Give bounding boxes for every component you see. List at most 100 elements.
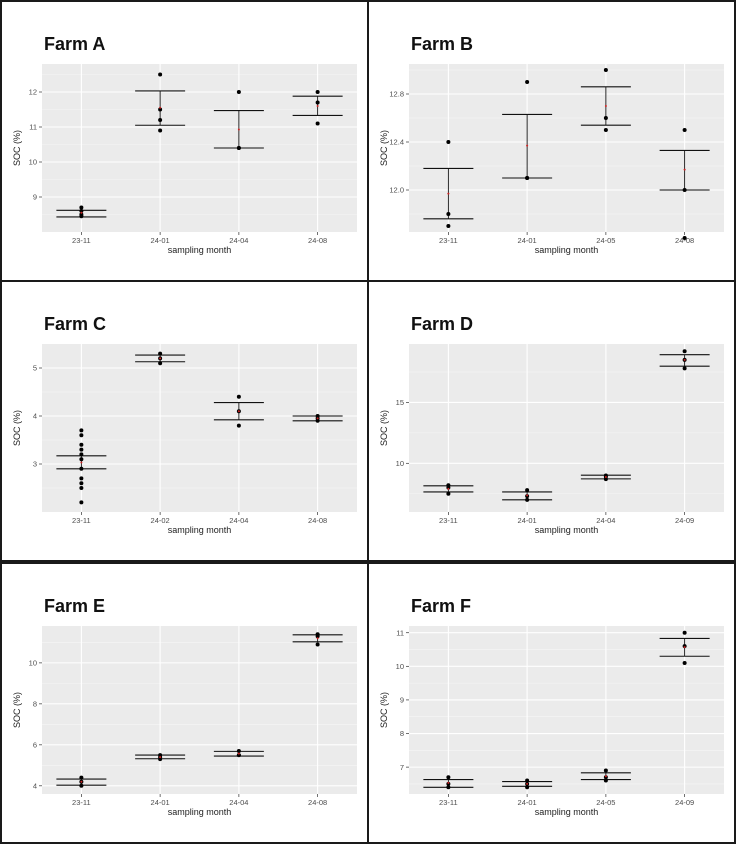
data-point <box>525 80 530 84</box>
data-point <box>603 477 608 482</box>
chart-panel: Farm B 12.0 12.4 12.8 23-11 24-01 24-05 24-08 sa… <box>367 0 736 282</box>
mean-point <box>316 637 319 640</box>
data-point <box>446 212 451 216</box>
x-tick-label: 23-11 <box>72 516 91 525</box>
data-point <box>236 90 241 94</box>
data-point <box>79 209 84 213</box>
mean-point <box>316 105 319 107</box>
data-point <box>682 128 687 132</box>
y-tick-label: 6 <box>33 741 37 750</box>
data-point <box>236 748 241 753</box>
data-point <box>525 778 530 783</box>
x-tick-label: 24-01 <box>518 516 537 525</box>
chart-svg: Farm E 4 6 8 10 23-11 24-01 24-04 24-08 sampling … <box>12 596 357 817</box>
data-point <box>158 757 163 762</box>
data-point <box>315 418 320 423</box>
mean-point <box>316 417 319 420</box>
mean-point <box>159 106 162 109</box>
data-point <box>236 394 241 399</box>
x-tick-label: 24-05 <box>596 236 615 245</box>
x-tick-label: 23-11 <box>439 516 458 525</box>
data-point <box>158 72 163 77</box>
data-point <box>236 753 241 758</box>
y-axis-label: SOC (%) <box>379 692 389 728</box>
chart-panel: Farm F 7 8 9 10 11 23-11 24-01 24-05 24-09 samplin… <box>367 562 736 844</box>
y-tick-label: 4 <box>33 782 37 791</box>
plot-background <box>42 344 357 512</box>
x-axis-label: sampling month <box>535 807 599 817</box>
mean-point <box>80 461 83 464</box>
data-point <box>446 781 451 786</box>
mean-point <box>526 494 529 497</box>
data-point <box>525 497 530 502</box>
data-point <box>315 642 320 647</box>
data-point <box>158 361 163 366</box>
mean-point <box>683 168 686 171</box>
data-point <box>158 118 163 122</box>
data-point <box>682 630 687 635</box>
data-point <box>158 128 163 133</box>
data-point <box>236 423 241 428</box>
chart-panel: Farm A 9 10 11 12 23-11 24-01 24-04 24-08 samplin… <box>0 0 369 282</box>
y-tick-label: 7 <box>400 763 404 772</box>
y-axis-label: SOC (%) <box>12 130 22 166</box>
data-point <box>603 775 608 780</box>
y-tick-label: 12.0 <box>389 186 404 195</box>
y-tick-label: 8 <box>33 700 37 709</box>
data-point <box>315 100 320 105</box>
x-tick-label: 24-01 <box>151 798 170 807</box>
x-axis-label: sampling month <box>168 245 232 255</box>
mean-point <box>526 144 529 147</box>
data-point <box>158 351 163 356</box>
data-point <box>79 775 84 780</box>
data-point <box>315 634 320 639</box>
data-point <box>79 433 84 438</box>
mean-point <box>237 752 240 755</box>
data-point <box>79 447 84 452</box>
x-tick-label: 24-08 <box>308 236 327 245</box>
x-tick-label: 24-04 <box>229 798 248 807</box>
x-axis-label: sampling month <box>168 525 232 535</box>
y-axis-label: SOC (%) <box>12 410 22 446</box>
data-point <box>682 366 687 371</box>
data-point <box>79 442 84 447</box>
y-tick-label: 12.4 <box>389 138 404 147</box>
y-tick-label: 15 <box>396 398 404 407</box>
chart-title: Farm D <box>411 314 473 334</box>
data-point <box>79 466 84 471</box>
y-tick-label: 4 <box>33 412 37 421</box>
chart-title: Farm E <box>44 596 105 616</box>
x-tick-label: 24-08 <box>675 236 694 245</box>
x-tick-label: 23-11 <box>439 798 458 807</box>
data-point <box>603 128 608 132</box>
mean-point <box>447 192 450 195</box>
plot-background <box>409 64 724 232</box>
data-point <box>525 488 530 493</box>
chart-title: Farm C <box>44 314 106 334</box>
data-point <box>682 660 687 665</box>
mean-point <box>683 646 686 649</box>
x-tick-label: 24-01 <box>518 798 537 807</box>
mean-point <box>237 128 240 131</box>
chart-panel: Farm E 4 6 8 10 23-11 24-01 24-04 24-08 sampling … <box>0 562 369 844</box>
x-axis-label: sampling month <box>535 245 599 255</box>
data-point <box>79 457 84 462</box>
x-tick-label: 24-09 <box>675 798 694 807</box>
data-point <box>79 452 84 457</box>
y-tick-label: 5 <box>33 364 37 373</box>
x-tick-label: 24-01 <box>518 236 537 245</box>
mean-point <box>159 357 162 360</box>
x-tick-label: 24-08 <box>308 516 327 525</box>
y-tick-label: 10 <box>396 459 404 468</box>
data-point <box>446 140 451 144</box>
mean-point <box>80 211 83 214</box>
data-point <box>682 644 687 649</box>
y-axis-label: SOC (%) <box>12 692 22 728</box>
y-tick-label: 11 <box>29 123 37 132</box>
mean-point <box>604 775 607 778</box>
data-point <box>158 107 163 112</box>
data-point <box>236 146 241 150</box>
data-point <box>446 785 451 790</box>
mean-point <box>683 358 686 361</box>
